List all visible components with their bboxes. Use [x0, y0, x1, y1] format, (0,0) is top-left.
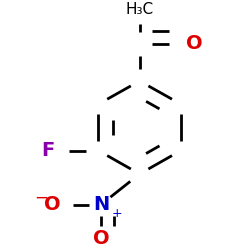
- Text: −: −: [34, 189, 48, 207]
- Text: O: O: [44, 195, 61, 214]
- Text: O: O: [186, 34, 203, 53]
- Text: O: O: [93, 229, 110, 248]
- Text: +: +: [111, 206, 122, 220]
- Text: F: F: [41, 141, 54, 160]
- Text: H₃C: H₃C: [126, 2, 154, 17]
- Text: N: N: [93, 195, 109, 214]
